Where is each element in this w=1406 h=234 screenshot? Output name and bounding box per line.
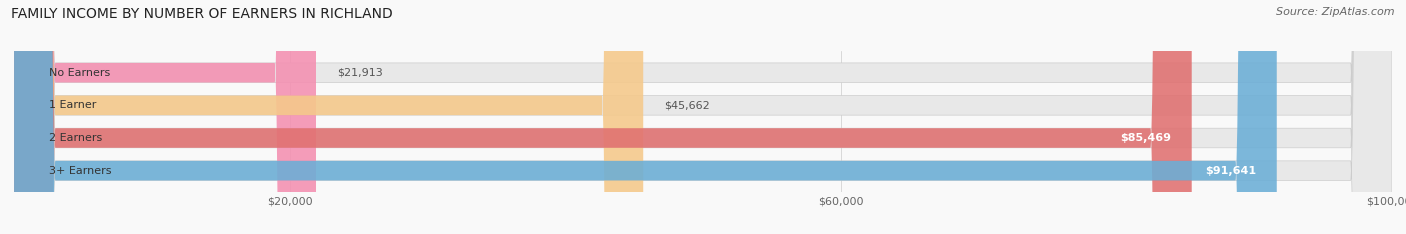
Text: No Earners: No Earners (48, 68, 110, 78)
FancyBboxPatch shape (14, 0, 1392, 234)
FancyBboxPatch shape (14, 0, 1277, 234)
Text: $91,641: $91,641 (1205, 166, 1256, 176)
FancyBboxPatch shape (14, 0, 1392, 234)
Text: FAMILY INCOME BY NUMBER OF EARNERS IN RICHLAND: FAMILY INCOME BY NUMBER OF EARNERS IN RI… (11, 7, 394, 21)
FancyBboxPatch shape (14, 0, 316, 234)
Text: 3+ Earners: 3+ Earners (48, 166, 111, 176)
FancyBboxPatch shape (14, 0, 1192, 234)
Text: 1 Earner: 1 Earner (48, 100, 96, 110)
Text: Source: ZipAtlas.com: Source: ZipAtlas.com (1277, 7, 1395, 17)
Text: $45,662: $45,662 (664, 100, 710, 110)
Text: $21,913: $21,913 (336, 68, 382, 78)
Text: 2 Earners: 2 Earners (48, 133, 101, 143)
Text: $85,469: $85,469 (1121, 133, 1171, 143)
FancyBboxPatch shape (14, 0, 1392, 234)
FancyBboxPatch shape (14, 0, 1392, 234)
FancyBboxPatch shape (14, 0, 643, 234)
